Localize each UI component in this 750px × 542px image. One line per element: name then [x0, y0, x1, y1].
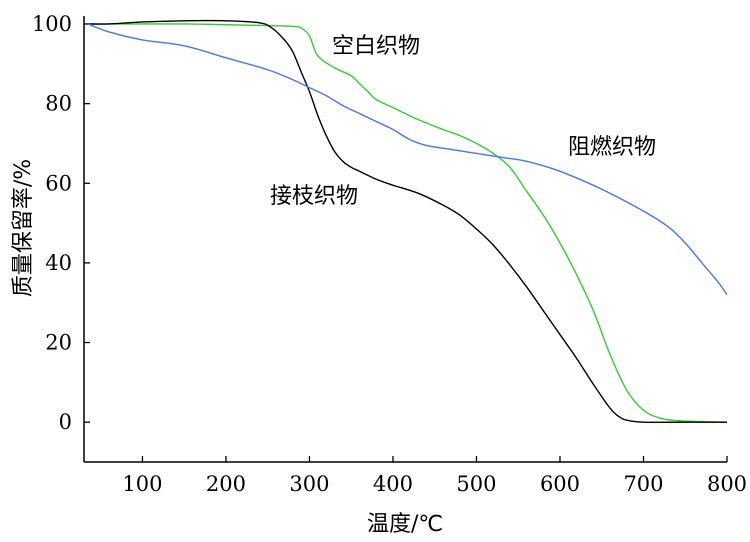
y-tick-label: 60: [45, 171, 72, 195]
series-label-blank-fabric: 空白织物: [332, 34, 420, 59]
x-tick-label: 200: [206, 472, 246, 496]
series-label-flame-retardant-fabric: 阻燃织物: [568, 135, 656, 160]
y-tick-label: 40: [45, 251, 72, 275]
x-tick-label: 100: [122, 472, 162, 496]
series-label-grafted-fabric: 接枝织物: [270, 184, 358, 209]
y-axis-title: 质量保留率/%: [11, 159, 36, 297]
x-tick-label: 800: [707, 472, 747, 496]
y-tick-label: 100: [32, 12, 72, 36]
series-line-0: [88, 23, 728, 423]
x-tick-label: 500: [456, 472, 496, 496]
x-tick-label: 700: [623, 472, 663, 496]
y-tick-label: 20: [45, 331, 72, 355]
series-line-1: [88, 19, 727, 424]
series-line-2: [87, 23, 728, 296]
series-lines: [87, 19, 728, 424]
y-axis-ticks: 0 20 40 60 80 100: [32, 12, 90, 434]
plot-area: [83, 16, 727, 463]
x-axis-ticks: 100 200 300 400 500 600 700 800: [122, 456, 747, 496]
x-tick-label: 600: [540, 472, 580, 496]
x-axis-title: 温度/℃: [367, 512, 443, 537]
x-tick-label: 400: [373, 472, 413, 496]
y-tick-label: 80: [45, 92, 72, 116]
y-tick-label: 0: [59, 410, 72, 434]
x-tick-label: 300: [289, 472, 329, 496]
